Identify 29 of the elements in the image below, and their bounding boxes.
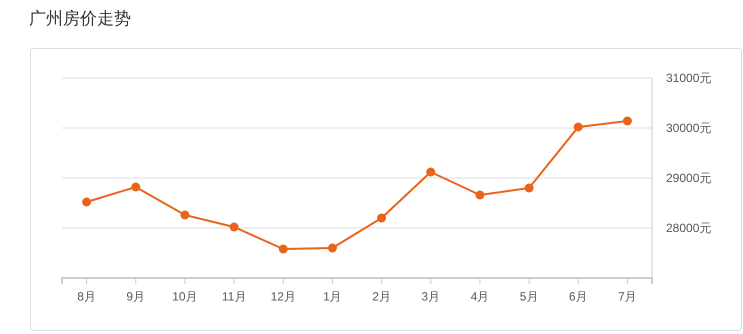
x-tick-label: 3月 <box>421 290 440 304</box>
point <box>426 168 436 176</box>
y-tick-label: 28000元 <box>666 220 712 235</box>
chart-title: 广州房价走势 <box>29 9 131 29</box>
x-tick-label: 5月 <box>520 290 538 304</box>
x-tick-label: 11月 <box>222 290 246 304</box>
point <box>574 122 583 132</box>
x-tick-label: 9月 <box>126 290 146 304</box>
x-tick-label: 12月 <box>270 290 296 304</box>
y-tick-label: 29000元 <box>666 170 712 185</box>
point <box>131 182 140 192</box>
x-tick-label: 10月 <box>172 290 198 304</box>
point <box>524 184 534 192</box>
y-tick-label: 30000元 <box>666 120 712 135</box>
x-tick-label: 4月 <box>470 290 490 304</box>
point <box>278 244 288 254</box>
point <box>328 244 337 252</box>
point <box>180 210 190 220</box>
y-tick-label: 31000元 <box>666 70 712 85</box>
x-tick-label: 6月 <box>568 290 588 304</box>
x-tick-label: 8月 <box>77 290 96 304</box>
x-tick-label: 2月 <box>372 290 391 304</box>
point <box>230 222 239 232</box>
x-tick-label: 7月 <box>618 290 637 304</box>
point <box>377 214 386 222</box>
point <box>475 190 484 200</box>
point <box>622 116 632 126</box>
x-tick-label: 1月 <box>323 290 342 304</box>
point <box>82 198 92 206</box>
